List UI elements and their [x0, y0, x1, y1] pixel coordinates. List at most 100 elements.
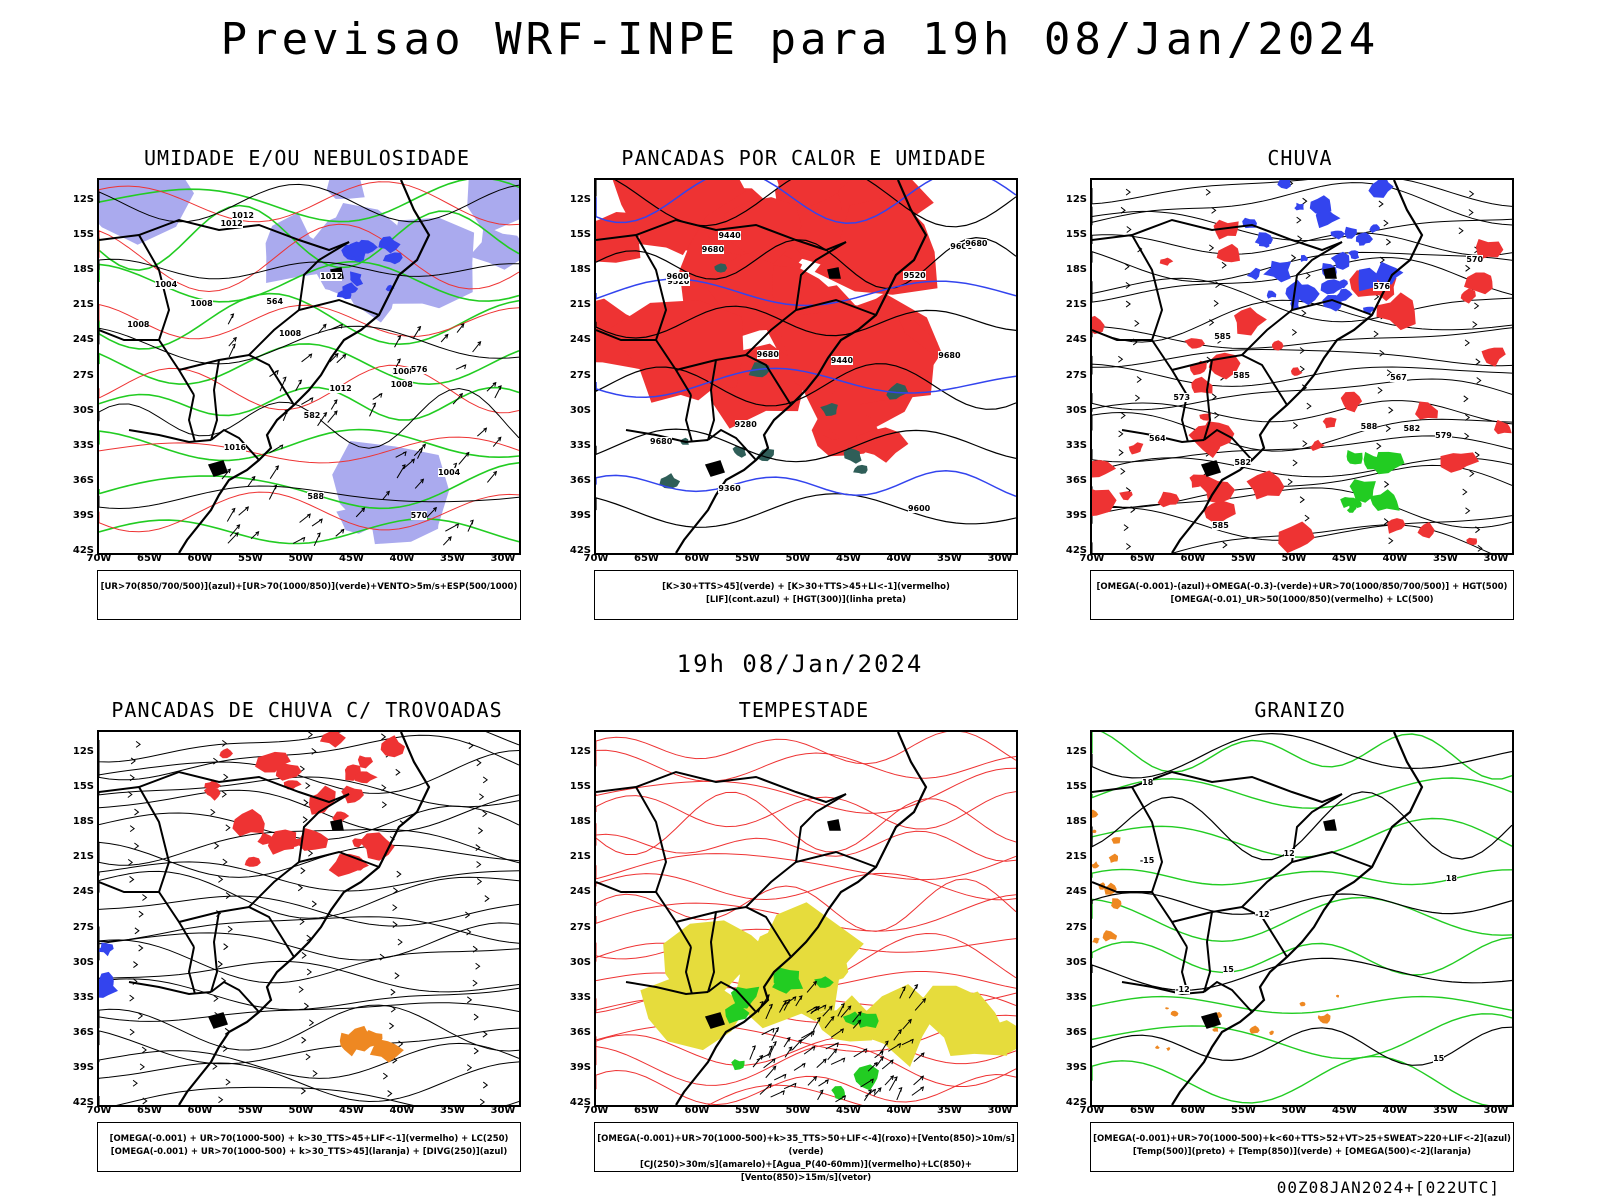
- latitude-label: 39S: [1065, 509, 1087, 521]
- latitude-label: 36S: [72, 1026, 94, 1038]
- contour-label: 588: [307, 492, 325, 502]
- longitude-label: 70W: [1079, 1105, 1105, 1116]
- latitude-label: 24S: [1065, 334, 1087, 346]
- longitude-label: 70W: [86, 553, 112, 564]
- latitude-label: 21S: [569, 299, 591, 311]
- longitude-label: 40W: [389, 553, 415, 564]
- latitude-label: 12S: [72, 746, 94, 757]
- longitude-label: 50W: [1281, 553, 1307, 564]
- latitude-label: 36S: [569, 1026, 591, 1038]
- latitude-label: 21S: [569, 851, 591, 863]
- latitude-label: 24S: [72, 334, 94, 346]
- latitude-label: 24S: [569, 334, 591, 346]
- longitude-label: 35W: [440, 1105, 465, 1116]
- longitude-label: 60W: [187, 553, 213, 564]
- forecast-map: [97, 730, 521, 1107]
- longitude-label: 65W: [137, 1105, 162, 1116]
- legend-line: [OMEGA(-0.01)_UR>50(1000/850)(vermelho) …: [1170, 595, 1434, 605]
- contour-label: 1004: [437, 467, 461, 477]
- latitude-label: 30S: [569, 404, 591, 416]
- latitude-label: 18S: [72, 264, 94, 276]
- legend-line: [K>30+TTS>45](verde) + [K>30+TTS>45+LI<-…: [662, 582, 950, 592]
- latitude-label: 39S: [72, 1061, 94, 1073]
- longitude-label: 30W: [490, 553, 516, 564]
- longitude-label: 30W: [490, 1105, 516, 1116]
- legend-line: [LIF](cont.azul) + [HGT(300)](linha pret…: [705, 595, 907, 605]
- contour-label: 9280: [734, 420, 757, 430]
- longitude-label: 30W: [987, 1105, 1013, 1116]
- latitude-label: 21S: [72, 851, 94, 863]
- latitude-label: 42S: [72, 545, 94, 556]
- latitude-label: 42S: [1065, 545, 1087, 556]
- longitude-label: 60W: [684, 1105, 710, 1116]
- latitude-label: 33S: [72, 439, 94, 451]
- panel-legend: [OMEGA(-0.001) + UR>70(1000-500) + k>30_…: [97, 1122, 521, 1172]
- latitude-label: 15S: [569, 781, 591, 793]
- latitude-label: 33S: [569, 991, 591, 1003]
- latitude-label: 27S: [569, 369, 591, 381]
- contour-label: 582: [1234, 458, 1252, 468]
- contour-label: 582: [1403, 424, 1421, 434]
- longitude-label: 35W: [1433, 553, 1458, 564]
- latitude-label: 27S: [569, 921, 591, 933]
- longitude-label: 55W: [735, 553, 760, 564]
- panel-legend: [OMEGA(-0.001)-(azul)+OMEGA(-0.3)-(verde…: [1090, 570, 1514, 620]
- latitude-label: 15S: [72, 229, 94, 241]
- legend-line: [OMEGA(-0.001)+UR>70(1000-500)+k<60+TTS>…: [1093, 1134, 1511, 1144]
- contour-label: -12: [1175, 985, 1190, 995]
- latitude-label: 36S: [1065, 474, 1087, 486]
- contour-label: 15: [1222, 965, 1234, 975]
- latitude-label: 42S: [569, 545, 591, 556]
- latitude-label: 42S: [569, 1097, 591, 1108]
- latitude-label: 24S: [72, 886, 94, 898]
- main-title: Previsao WRF-INPE para 19h 08/Jan/2024: [220, 14, 1380, 65]
- contour-label: 570: [410, 511, 428, 521]
- latitude-label: 42S: [72, 1097, 94, 1108]
- longitude-label: 30W: [987, 553, 1013, 564]
- latitude-label: 15S: [72, 781, 94, 793]
- latitude-label: 18S: [569, 264, 591, 276]
- contour-label: 18: [1142, 778, 1154, 788]
- legend-line: [Temp(500)](preto) + [Temp(850)](verde) …: [1132, 1147, 1472, 1157]
- latitude-label: 30S: [72, 956, 94, 968]
- contour-label: 9600: [907, 503, 931, 513]
- contour-label: 582: [303, 410, 321, 420]
- panel-title: UMIDADE E/OU NEBULOSIDADE: [143, 146, 471, 170]
- longitude-label: 50W: [785, 553, 811, 564]
- longitude-label: 60W: [1180, 1105, 1206, 1116]
- longitude-label: 45W: [836, 1105, 861, 1116]
- contour-label: 1012: [320, 271, 343, 281]
- run-time-footer: 00Z08JAN2024+[022UTC]: [1276, 1178, 1500, 1197]
- valid-time-label: 19h 08/Jan/2024: [676, 650, 924, 678]
- longitude-label: 45W: [1332, 1105, 1357, 1116]
- legend-line: [CJ(250)>30m/s](amarelo)+[Agua_P(40-60mm…: [639, 1160, 973, 1183]
- legend-line: [UR>70(850/700/500)](azul)+[UR>70(1000/8…: [100, 582, 518, 592]
- longitude-label: 40W: [886, 1105, 912, 1116]
- longitude-label: 70W: [583, 553, 609, 564]
- latitude-label: 36S: [569, 474, 591, 486]
- latitude-label: 21S: [1065, 299, 1087, 311]
- contour-label: 9440: [718, 230, 741, 240]
- longitude-label: 65W: [137, 553, 162, 564]
- panel-title: TEMPESTADE: [738, 698, 870, 722]
- longitude-label: 45W: [339, 1105, 364, 1116]
- forecast-map: -12 -15 -12 18 15 12 15 18: [1090, 730, 1514, 1107]
- contour-label: 9680: [701, 244, 725, 254]
- latitude-label: 12S: [1065, 746, 1087, 757]
- longitude-label: 60W: [187, 1105, 213, 1116]
- longitude-label: 40W: [389, 1105, 415, 1116]
- latitude-label: 15S: [1065, 781, 1087, 793]
- contour-label: 1012: [231, 211, 254, 221]
- latitude-label: 36S: [1065, 1026, 1087, 1038]
- contour-label: 576: [410, 365, 428, 375]
- longitude-label: 55W: [735, 1105, 760, 1116]
- contour-label: 18: [1445, 873, 1457, 883]
- latitude-label: 30S: [569, 956, 591, 968]
- contour-label: 12: [1283, 849, 1295, 859]
- contour-label: 9440: [830, 356, 854, 366]
- legend-line: [OMEGA(-0.001) + UR>70(1000-500) + k>30_…: [110, 1147, 508, 1157]
- longitude-label: 40W: [1382, 553, 1408, 564]
- contour-label: 585: [1214, 331, 1231, 341]
- latitude-label: 24S: [1065, 886, 1087, 898]
- legend-line: [OMEGA(-0.001)-(azul)+OMEGA(-0.3)-(verde…: [1096, 582, 1508, 592]
